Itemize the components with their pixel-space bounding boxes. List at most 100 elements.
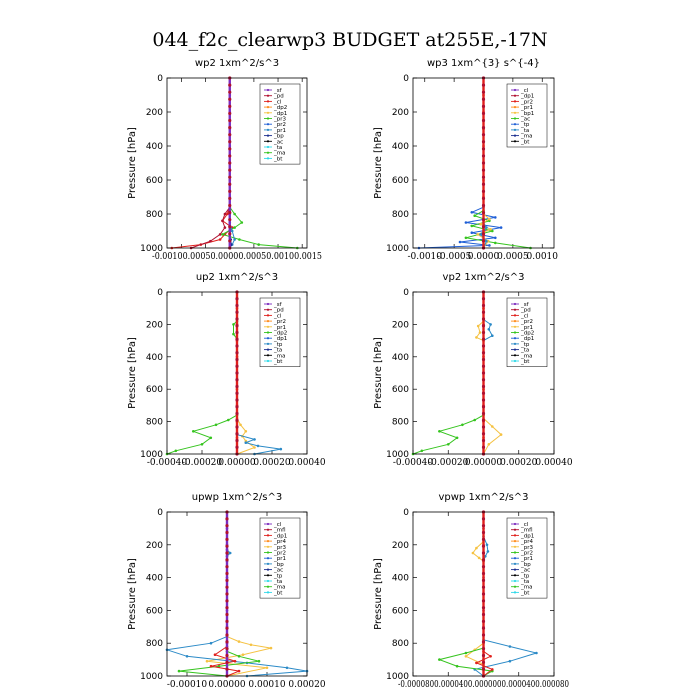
series-point bbox=[473, 214, 477, 217]
profile-marker bbox=[481, 667, 486, 671]
series-point bbox=[447, 443, 450, 446]
profile-marker bbox=[228, 118, 232, 123]
y-tick-label: 600 bbox=[146, 385, 163, 395]
legend-marker bbox=[266, 359, 270, 363]
y-tick-label: 400 bbox=[146, 353, 163, 363]
legend-marker bbox=[266, 579, 270, 583]
x-tick-label: -0.0010 bbox=[407, 252, 442, 262]
series-point bbox=[471, 551, 475, 555]
panel-title: up2 1xm^2/s^3 bbox=[196, 272, 278, 283]
profile-marker bbox=[228, 83, 232, 87]
series-point bbox=[249, 643, 253, 647]
series-point bbox=[438, 430, 441, 433]
series-point bbox=[488, 244, 491, 247]
x-tick-label: -0.00020 bbox=[428, 458, 469, 468]
profile-marker bbox=[225, 592, 229, 596]
series-point bbox=[491, 334, 494, 338]
series-point bbox=[233, 226, 236, 229]
y-tick-label: 200 bbox=[392, 320, 409, 330]
series-point bbox=[213, 653, 217, 656]
x-tick-label: 0.00040 bbox=[288, 458, 325, 468]
profile-marker bbox=[481, 111, 486, 116]
series-line bbox=[210, 512, 241, 677]
profile-marker bbox=[228, 147, 232, 151]
profile-marker bbox=[225, 599, 229, 603]
series-point bbox=[200, 443, 204, 446]
profile-marker bbox=[235, 384, 239, 389]
profile-marker bbox=[228, 111, 232, 116]
profile-marker bbox=[225, 578, 229, 582]
legend-marker bbox=[266, 94, 270, 97]
series-point bbox=[494, 216, 497, 219]
series-point bbox=[285, 666, 289, 670]
series-point bbox=[420, 449, 424, 453]
series-point bbox=[209, 641, 213, 645]
legend-marker bbox=[513, 128, 517, 131]
series-point bbox=[221, 219, 224, 223]
legend-label: _pr1 bbox=[273, 325, 286, 331]
profile-marker bbox=[225, 640, 229, 644]
series-point bbox=[455, 436, 459, 440]
legend-label: _pr1 bbox=[520, 105, 533, 111]
series-point bbox=[470, 211, 474, 214]
profile-marker bbox=[481, 218, 486, 222]
series-point bbox=[232, 323, 235, 326]
profile-marker bbox=[225, 606, 229, 610]
profile-marker bbox=[481, 203, 486, 208]
y-tick-label: 400 bbox=[146, 142, 163, 152]
profile-marker bbox=[481, 571, 486, 576]
panel-title: vpwp 1xm^2/s^3 bbox=[438, 492, 528, 503]
legend-label: _tp bbox=[520, 342, 530, 348]
series-point bbox=[475, 336, 478, 339]
profile-marker bbox=[481, 357, 486, 362]
profile-marker bbox=[228, 218, 232, 222]
x-tick-label: -0.00020 bbox=[182, 458, 223, 468]
legend-marker bbox=[513, 568, 517, 571]
legend-marker bbox=[266, 551, 270, 554]
profile-marker bbox=[235, 324, 239, 328]
profile-marker bbox=[481, 182, 486, 186]
series-point bbox=[217, 664, 221, 668]
series-point bbox=[470, 231, 474, 234]
legend-marker bbox=[513, 551, 517, 554]
series-point bbox=[494, 241, 497, 245]
legend-label: _tp bbox=[273, 342, 283, 348]
legend-marker bbox=[266, 585, 270, 588]
series-line bbox=[412, 292, 484, 455]
series-point bbox=[279, 447, 283, 451]
legend-label: _pr2 bbox=[520, 319, 533, 325]
legend-label: _sf bbox=[273, 302, 283, 308]
legend-label: _tp bbox=[273, 573, 283, 579]
series-point bbox=[233, 212, 236, 216]
series-point bbox=[233, 659, 237, 663]
profile-marker bbox=[228, 239, 232, 243]
series-point bbox=[476, 233, 479, 236]
chart-panel-4: vp2 1xm^2/s^3 Pressure [hPa] 0 200 400 600 800… bbox=[373, 272, 573, 468]
y-axis-label: Pressure [hPa] bbox=[373, 558, 384, 630]
series-point bbox=[214, 423, 218, 427]
profile-marker bbox=[481, 398, 486, 402]
profile-marker bbox=[225, 571, 229, 576]
series-point bbox=[227, 418, 230, 422]
series-point bbox=[458, 240, 462, 244]
legend-label: _bp bbox=[273, 134, 284, 140]
series-point bbox=[478, 331, 482, 334]
legend-marker bbox=[266, 354, 270, 357]
legend-label: _bp bbox=[273, 562, 284, 568]
legend: _cl_dp1_pr2_pr1_bp1_ac_tp_ta_ma_bt bbox=[506, 83, 548, 148]
series-line bbox=[236, 292, 256, 455]
series-point bbox=[237, 669, 241, 673]
figure-title: 044_f2c_clearwp3 BUDGET at255E,-17N bbox=[152, 29, 547, 51]
profile-marker bbox=[481, 97, 486, 101]
legend-marker bbox=[266, 117, 270, 120]
profile-marker bbox=[235, 330, 239, 335]
plot-frame bbox=[412, 511, 555, 677]
series-point bbox=[232, 332, 235, 336]
y-tick-label: 600 bbox=[146, 606, 163, 616]
profile-marker bbox=[481, 653, 486, 658]
y-tick-label: 200 bbox=[392, 108, 409, 118]
profile-marker bbox=[481, 640, 486, 644]
profile-marker bbox=[228, 97, 232, 101]
chart-panel-3: up2 1xm^2/s^3 Pressure [hPa] 0 200 400 600 800… bbox=[127, 272, 326, 468]
profile-marker bbox=[235, 432, 239, 436]
